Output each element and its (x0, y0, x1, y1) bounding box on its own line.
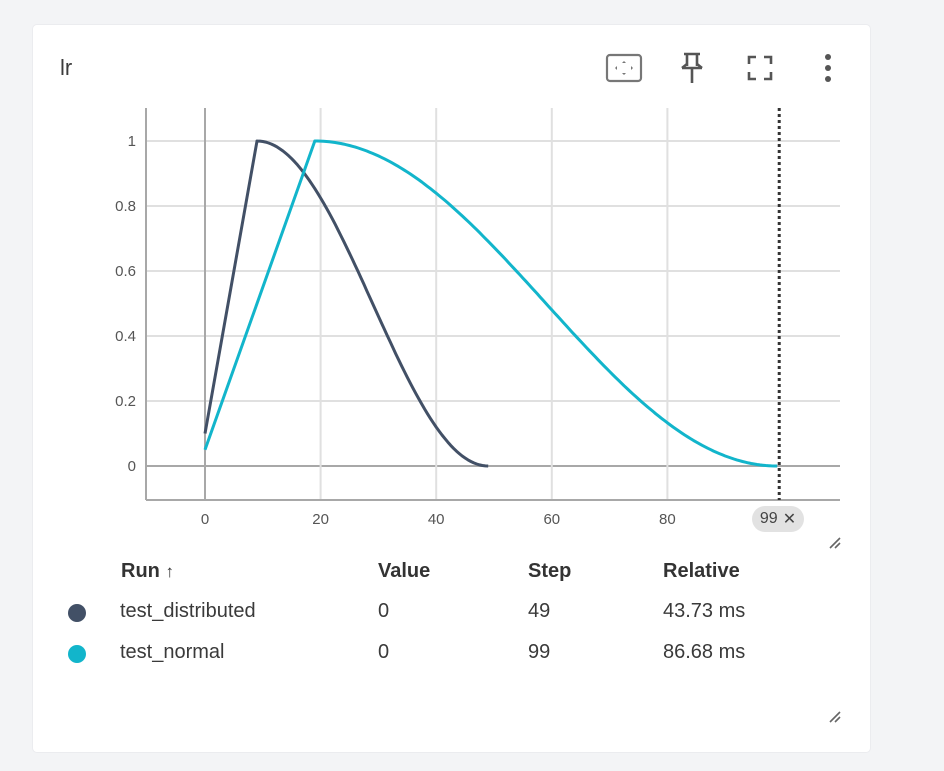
y-tick-label: 1 (128, 133, 136, 150)
header-run[interactable]: Run ↑ (121, 560, 174, 582)
run-name: test_normal (120, 641, 225, 663)
y-tick-label: 0.2 (115, 393, 136, 410)
header-step[interactable]: Step (528, 560, 572, 582)
pin-icon (681, 52, 703, 83)
legend-row: test_distributed 0 49 43.73 ms (33, 600, 870, 632)
run-name: test_distributed (120, 600, 256, 622)
y-tick-label: 0 (128, 458, 136, 475)
series-color-dot (68, 604, 86, 622)
chart-title: lr (60, 55, 73, 80)
series-color-dot (68, 645, 86, 663)
step-cursor-label: 99 (759, 510, 778, 527)
chart-resize-handle-icon[interactable] (828, 536, 842, 550)
series-line-test_distributed[interactable] (203, 139, 489, 468)
legend-row: test_normal 0 99 86.68 ms (33, 641, 870, 673)
run-relative: 86.68 ms (663, 641, 746, 663)
x-tick-label: 40 (428, 511, 445, 528)
header-relative[interactable]: Relative (663, 560, 740, 582)
fullscreen-icon (747, 55, 773, 81)
run-value: 0 (378, 641, 390, 663)
pin-button[interactable] (670, 49, 714, 87)
sort-ascending-icon: ↑ (165, 562, 174, 581)
x-tick-label: 60 (543, 511, 560, 528)
x-tick-label: 20 (312, 511, 329, 528)
header-value[interactable]: Value (378, 560, 431, 582)
more-vert-icon (825, 54, 831, 82)
fit-to-data-icon (605, 53, 643, 83)
fullscreen-button[interactable] (738, 49, 782, 87)
card-resize-handle-icon[interactable] (828, 710, 842, 724)
run-relative: 43.73 ms (663, 600, 746, 622)
line-chart[interactable]: 0 0.2 0.4 0.6 0.8 1 0 20 40 60 80 (33, 25, 870, 565)
y-tick-label: 0.6 (115, 263, 136, 280)
close-icon[interactable]: ✕ (782, 511, 797, 528)
y-tick-label: 0.4 (115, 328, 136, 345)
more-options-button[interactable] (806, 49, 850, 87)
legend-header-row: Run ↑ Value Step Relative (33, 560, 870, 592)
run-value: 0 (378, 600, 390, 622)
fit-domain-button[interactable] (602, 49, 646, 87)
series-line-test_normal[interactable] (203, 139, 778, 468)
card-toolbar (578, 49, 850, 87)
x-tick-label: 0 (201, 511, 209, 528)
scalar-chart-card: lr 0 0.2 0.4 0.6 0.8 1 0 20 40 60 80 99 (33, 25, 870, 752)
y-tick-label: 0.8 (115, 198, 136, 215)
run-step: 99 (528, 641, 551, 663)
run-step: 49 (528, 600, 551, 622)
x-tick-label: 80 (659, 511, 676, 528)
step-cursor-badge[interactable]: 99 ✕ (752, 506, 804, 532)
